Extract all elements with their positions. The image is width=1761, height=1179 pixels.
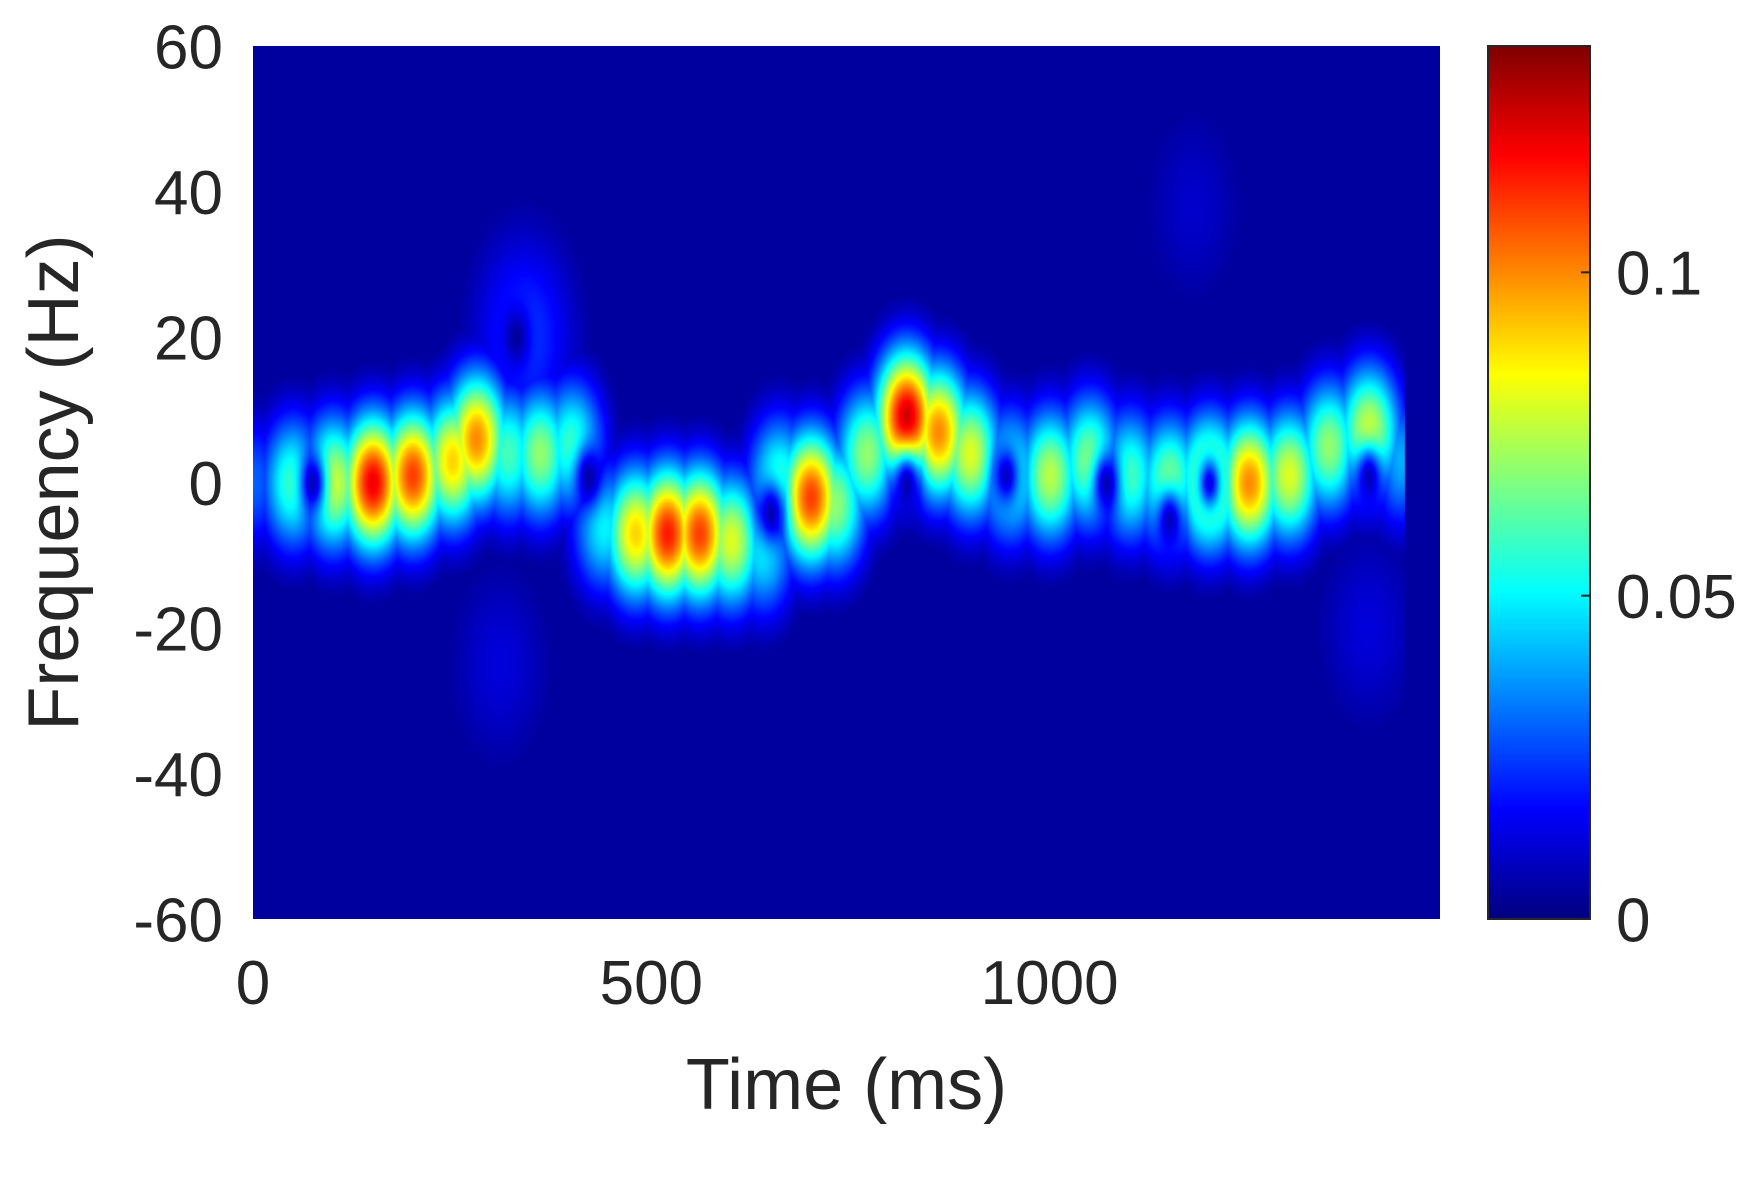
x-tick-label: 0 <box>236 949 270 1018</box>
x-tick-label: 500 <box>600 949 703 1018</box>
colorbar-tick-label: 0 <box>1616 886 1650 955</box>
y-axis-label: Frequency (Hz) <box>14 234 94 730</box>
colorbar-tick-label: 0.1 <box>1616 240 1702 309</box>
colorbar: 0 0.05 0.1 <box>1487 45 1737 955</box>
colorbar-tick-label: 0.05 <box>1616 563 1737 632</box>
y-axis-ticks: 60 40 20 0 -20 -40 -60 <box>133 13 223 955</box>
x-axis-label: Time (ms) <box>686 1045 1007 1125</box>
y-tick-label: 40 <box>154 159 223 228</box>
x-axis-ticks: 0 500 1000 <box>236 949 1119 1018</box>
y-tick-label: 60 <box>154 13 223 82</box>
x-tick-label: 1000 <box>981 949 1119 1018</box>
colorbar-ticks: 0 0.05 0.1 <box>1581 240 1737 955</box>
y-tick-label: 0 <box>189 450 223 519</box>
colorbar-frame <box>1487 45 1591 920</box>
y-tick-label: -20 <box>133 595 223 664</box>
y-tick-label: 20 <box>154 304 223 373</box>
y-tick-label: -60 <box>133 886 223 955</box>
plot-area <box>253 46 1440 919</box>
heatmap-image <box>253 46 1440 919</box>
colorbar-gradient <box>1488 46 1590 919</box>
y-tick-label: -40 <box>133 741 223 810</box>
